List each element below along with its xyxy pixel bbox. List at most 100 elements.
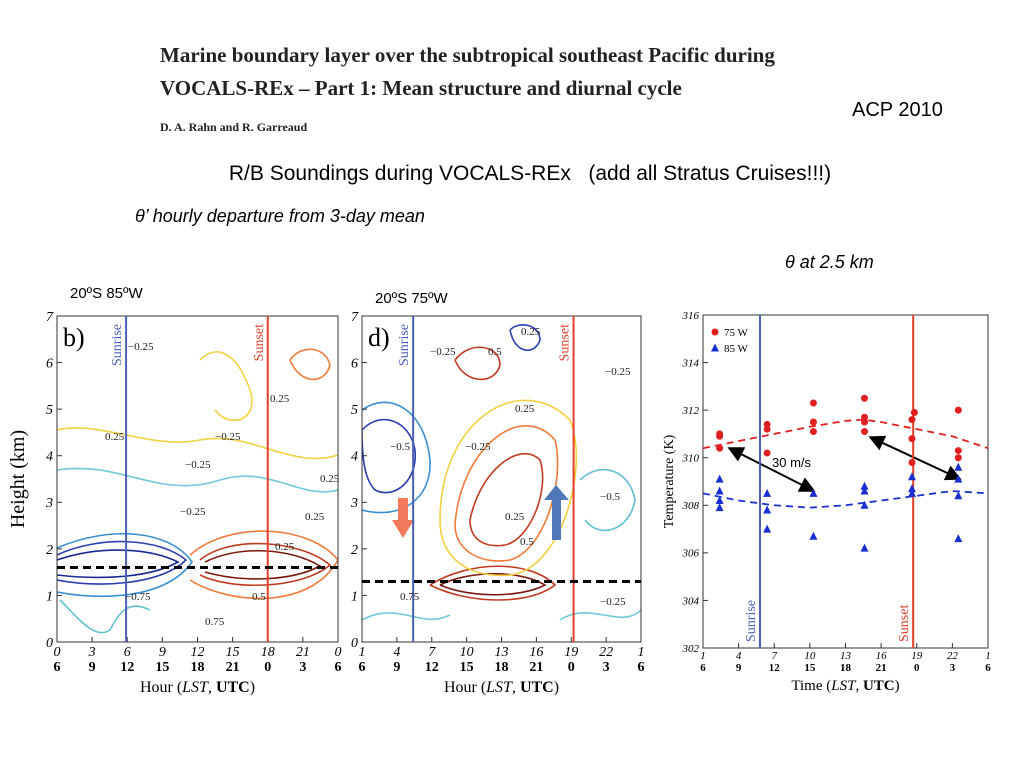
point [908,458,916,466]
x-axis-label-part: UTC [863,678,895,694]
contour-label: 0.25 [320,473,340,485]
utc-tick-label: 18 [840,662,852,674]
point [711,343,719,352]
point [763,449,771,457]
contour-label: −0.5 [600,491,620,503]
x-tick-label: 7 [428,645,436,660]
point [711,328,719,336]
x-tick-label: 10 [460,645,474,660]
utc-tick-label: 0 [568,660,575,675]
paper-title: VOCALS-REx – Part 1: Mean structure and … [160,76,682,100]
y-tick-label: 1 [46,589,53,604]
contours-b [57,348,338,634]
point [763,524,772,533]
x-axis-label-part: ) [895,678,900,694]
x-axis-label-part: UTC [520,679,554,696]
x-tick-label: 10 [804,650,816,662]
utc-tick-label: 6 [985,662,991,674]
arrow [868,435,962,481]
y-tick-label: 6 [351,356,358,371]
y-tick-label: 5 [351,403,358,418]
point [860,543,869,552]
point [809,399,817,407]
subtitle: θ’ hourly departure from 3-day mean [135,206,425,226]
x-tick-label: 4 [393,645,400,660]
point [954,474,963,483]
fit-curve [702,490,989,509]
utc-tick-label: 12 [769,662,781,674]
slide-title: R/B Soundings during VOCALS-REx (add all… [229,162,831,185]
point [763,425,771,433]
point [861,394,868,402]
contour-label: −0.25 [180,506,206,518]
point [954,454,962,462]
point [763,505,772,514]
contour-label: 0.25 [505,511,525,523]
x-tick-label: 3 [88,645,96,660]
x-tick-label: 13 [840,650,852,662]
x-axis-label-part: UTC [216,679,250,696]
utc-tick-label: 9 [89,660,96,675]
utc-tick-label: 15 [804,662,816,674]
marker-label: Sunset [252,324,267,361]
y-tick-label: 304 [682,595,700,607]
y-tick-label: 7 [46,310,54,325]
utc-tick-label: 18 [495,660,509,675]
point [908,484,916,493]
contour-label: −0.25 [128,341,154,353]
x-tick-label: 1 [700,650,706,662]
point [954,406,962,414]
y-tick-label: 316 [682,310,700,322]
y-tick-label: 7 [351,310,359,325]
y-tick-label: 0 [351,636,358,651]
point [908,435,916,443]
contour-label: −0.25 [465,441,491,453]
utc-tick-label: 6 [54,660,61,675]
x-tick-label: 22 [947,650,959,662]
contour-label: 0.25 [521,326,541,338]
point [910,409,918,417]
x-tick-label: 1 [985,650,991,662]
utc-tick-label: 21 [876,662,887,674]
point [954,447,962,455]
utc-tick-label: 6 [335,660,342,675]
point [715,474,724,483]
point [954,491,963,500]
marker-label: Sunset [897,605,912,642]
contour-label: −0.25 [605,366,631,378]
x-tick-label: 12 [191,645,205,660]
point [715,496,724,505]
y-tick-label: 6 [46,356,53,371]
point [954,462,963,471]
utc-tick-label: 15 [155,660,169,675]
contour-label: −0.25 [600,596,626,608]
point [763,488,772,497]
contours-d [362,324,641,621]
utc-tick-label: 12 [120,660,134,675]
x-tick-label: 16 [876,650,888,662]
x-tick-label: 22 [599,645,613,660]
utc-tick-label: 12 [425,660,439,675]
x-axis-label: Hour (LST, UTC) [140,679,255,696]
x-tick-label: 0 [54,645,61,660]
y-tick-label: 306 [682,548,700,560]
contour-label: 0.5 [520,536,534,548]
y-tick-label: 312 [682,405,700,417]
point [861,428,868,436]
x-tick-label: 15 [226,645,240,660]
y-tick-label: 302 [682,643,700,655]
point [716,444,724,452]
utc-tick-label: 15 [460,660,474,675]
x-axis-label-part: ) [250,679,255,696]
utc-tick-label: 0 [914,662,920,674]
y-tick-label: 2 [351,543,358,558]
x-axis-label: Time (LST, UTC) [791,678,899,694]
utc-tick-label: 9 [736,662,742,674]
point [860,500,869,509]
contour-label: −0.25 [430,346,456,358]
y-axis-label: Temperature (K) [662,434,677,528]
plot-frame [702,314,989,649]
site-label: 20ºS 75ºW [375,290,448,307]
utc-tick-label: 0 [264,660,271,675]
